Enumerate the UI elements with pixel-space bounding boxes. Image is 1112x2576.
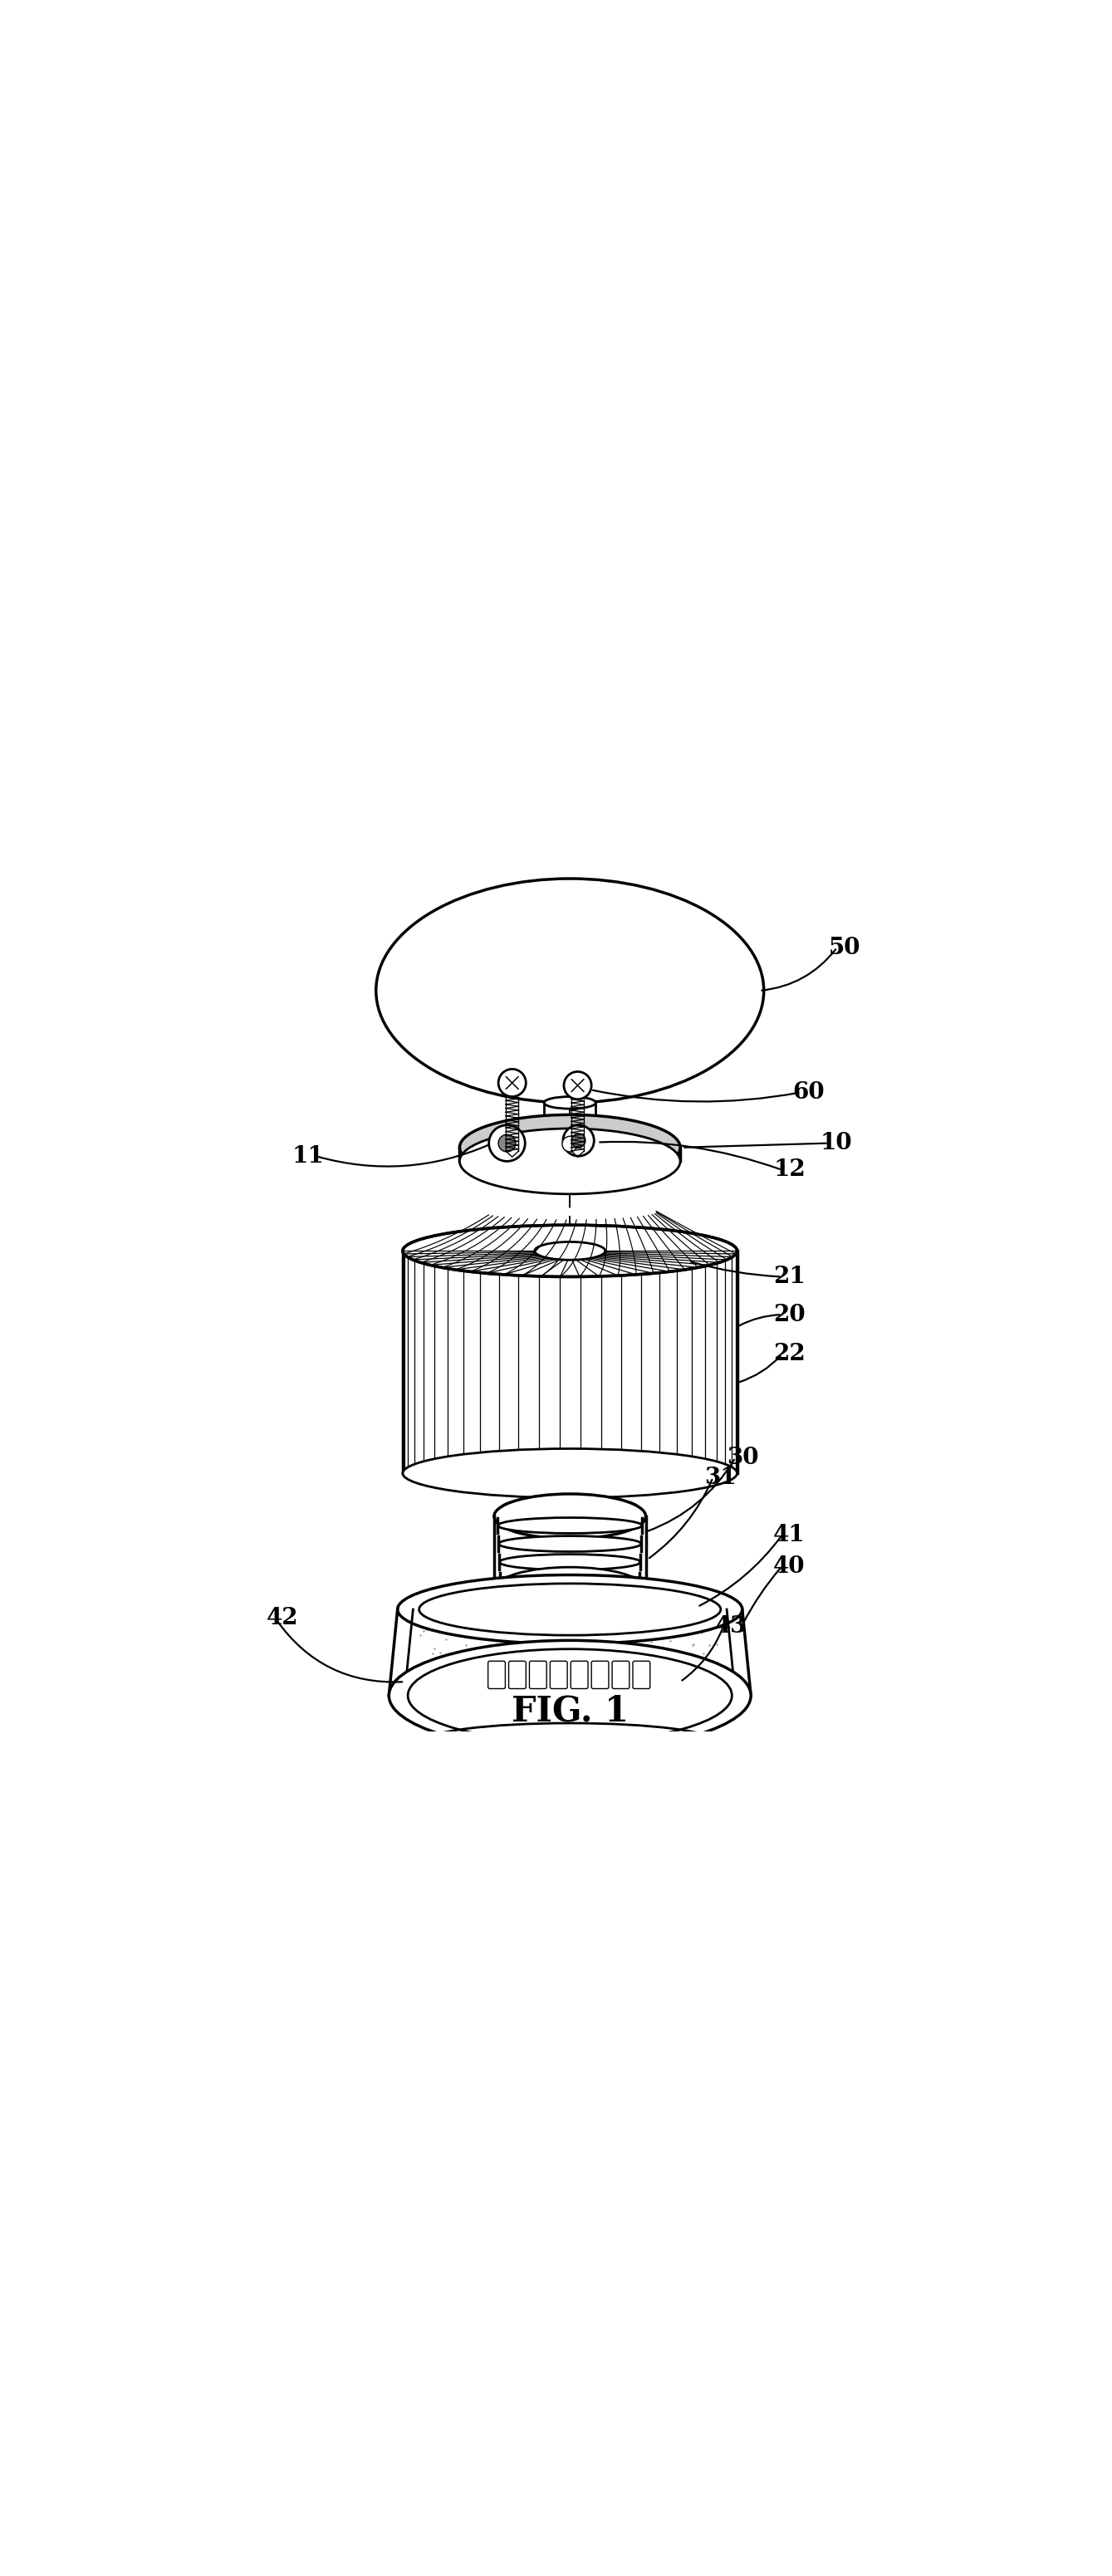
Circle shape bbox=[489, 1126, 525, 1162]
Ellipse shape bbox=[398, 1574, 743, 1643]
Circle shape bbox=[572, 1133, 585, 1146]
Ellipse shape bbox=[403, 1448, 737, 1497]
Text: 43: 43 bbox=[715, 1615, 746, 1638]
Ellipse shape bbox=[544, 1115, 596, 1128]
Polygon shape bbox=[403, 1252, 737, 1497]
Text: 60: 60 bbox=[792, 1082, 824, 1103]
Ellipse shape bbox=[494, 1566, 646, 1613]
Ellipse shape bbox=[502, 1497, 638, 1520]
Circle shape bbox=[564, 1072, 592, 1100]
Ellipse shape bbox=[498, 1517, 642, 1533]
Ellipse shape bbox=[500, 1571, 639, 1589]
Text: FIG. 1: FIG. 1 bbox=[512, 1692, 628, 1728]
Circle shape bbox=[563, 1136, 577, 1151]
Ellipse shape bbox=[499, 1553, 641, 1569]
Circle shape bbox=[498, 1069, 526, 1097]
Ellipse shape bbox=[535, 1242, 605, 1260]
Text: 20: 20 bbox=[773, 1303, 805, 1327]
Text: 22: 22 bbox=[773, 1342, 805, 1365]
Circle shape bbox=[563, 1126, 594, 1157]
Text: 42: 42 bbox=[267, 1607, 299, 1628]
Ellipse shape bbox=[389, 1641, 751, 1752]
Text: 21: 21 bbox=[773, 1265, 805, 1288]
Text: 10: 10 bbox=[820, 1131, 852, 1154]
Ellipse shape bbox=[459, 1128, 681, 1195]
Circle shape bbox=[498, 1133, 516, 1151]
Polygon shape bbox=[389, 1610, 751, 1752]
Ellipse shape bbox=[403, 1226, 737, 1278]
Text: 12: 12 bbox=[773, 1159, 805, 1182]
Ellipse shape bbox=[544, 1097, 596, 1108]
Text: 30: 30 bbox=[727, 1448, 758, 1468]
Text: 41: 41 bbox=[773, 1525, 805, 1546]
Ellipse shape bbox=[494, 1494, 646, 1538]
Ellipse shape bbox=[498, 1535, 642, 1551]
Text: 40: 40 bbox=[773, 1556, 805, 1577]
Text: 31: 31 bbox=[704, 1466, 736, 1489]
Text: 11: 11 bbox=[292, 1144, 325, 1167]
Ellipse shape bbox=[376, 878, 764, 1103]
Text: 50: 50 bbox=[828, 935, 861, 958]
Ellipse shape bbox=[459, 1115, 681, 1180]
